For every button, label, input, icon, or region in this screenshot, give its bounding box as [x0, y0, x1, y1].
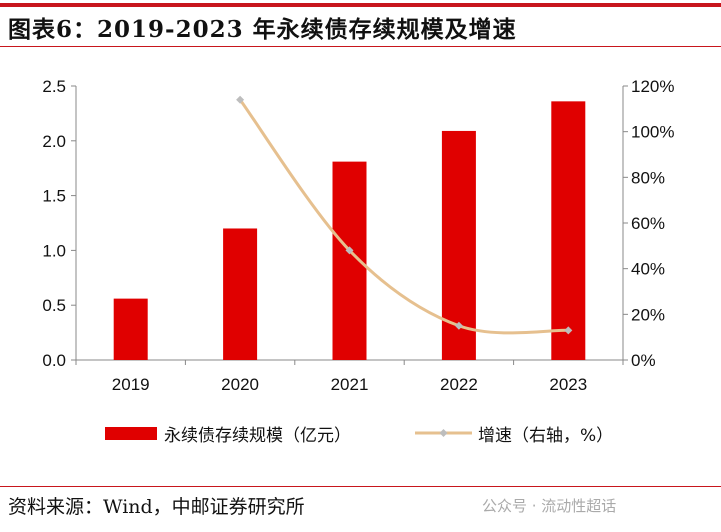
legend-bar-label: 永续债存续规模（亿元） — [164, 426, 351, 446]
legend-line-marker — [439, 429, 448, 437]
left-tick-label: 2.0 — [42, 132, 66, 151]
right-tick-label: 40% — [631, 260, 665, 279]
legend-bar-swatch — [105, 427, 157, 440]
right-tick-label: 60% — [631, 214, 665, 233]
right-tick-label: 0% — [631, 351, 656, 370]
chart: 0.0 0.5 1.0 1.5 2.0 2.5 0% 20% 40% 60% 80% 100% 120%… — [42, 77, 674, 446]
x-tick-label: 2023 — [549, 375, 587, 394]
legend-line-label: 增速（右轴，%） — [478, 426, 613, 446]
left-tick-label: 1.5 — [42, 187, 66, 206]
title-rule — [0, 46, 721, 47]
left-tick-label: 0.0 — [42, 351, 66, 370]
x-tick-label: 2021 — [331, 375, 369, 394]
growth-marker — [454, 321, 463, 330]
left-tick-label: 1.0 — [42, 241, 66, 260]
x-tick-label: 2019 — [112, 375, 150, 394]
right-tick-label: 120% — [631, 77, 674, 96]
source-note: 资料来源：Wind，中邮证券研究所 — [8, 496, 305, 518]
growth-marker — [564, 326, 573, 335]
chart-title: 图表6：2019-2023 年永续债存续规模及增速 — [8, 16, 517, 43]
right-tick-label: 20% — [631, 305, 665, 324]
footer-rule — [0, 486, 721, 487]
left-tick-label: 0.5 — [42, 296, 66, 315]
growth-marker — [236, 95, 245, 104]
growth-marker — [345, 246, 354, 255]
growth-line — [238, 98, 569, 335]
bar-2020 — [223, 228, 258, 360]
right-tick-label: 80% — [631, 168, 665, 187]
right-tick-label: 100% — [631, 123, 674, 142]
x-tick-label: 2020 — [221, 375, 259, 394]
x-tick-label: 2022 — [440, 375, 478, 394]
top-rule — [0, 3, 721, 7]
left-tick-label: 2.5 — [42, 77, 66, 96]
bar-2019 — [113, 298, 148, 360]
watermark: 公众号 · 流动性超话 — [482, 497, 617, 515]
bar-2023 — [551, 101, 586, 361]
